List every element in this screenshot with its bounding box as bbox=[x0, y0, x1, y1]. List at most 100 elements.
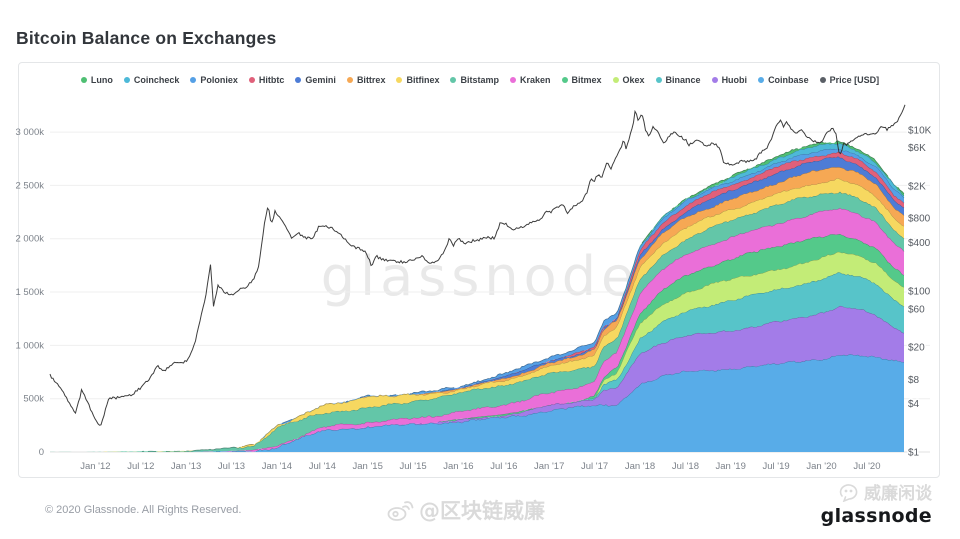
legend-label: Coincheck bbox=[133, 75, 180, 85]
svg-text:Jul '20: Jul '20 bbox=[853, 461, 880, 472]
legend-label: Bittrex bbox=[356, 75, 386, 85]
weibo-handle: @区块链威廉 bbox=[419, 499, 545, 523]
svg-text:$100: $100 bbox=[908, 286, 931, 297]
legend-dot-icon bbox=[612, 77, 619, 83]
legend-item-okex[interactable]: Okex bbox=[612, 75, 645, 85]
svg-text:Jul '19: Jul '19 bbox=[763, 461, 790, 472]
svg-text:Jul '12: Jul '12 bbox=[127, 461, 154, 472]
wechat-watermark: 威廉闲谈 bbox=[821, 479, 932, 504]
legend-label: Okex bbox=[622, 75, 645, 85]
svg-text:0: 0 bbox=[39, 447, 44, 458]
legend-label: Bitfinex bbox=[406, 75, 440, 85]
brand-block: 威廉闲谈 glassnode bbox=[821, 479, 932, 527]
legend-item-binance[interactable]: Binance bbox=[655, 75, 701, 85]
chart-legend: Luno Coincheck Poloniex Hitbtc Gemini Bittrex… bbox=[30, 75, 930, 85]
svg-text:1 500k: 1 500k bbox=[15, 287, 44, 298]
left-axis-labels: 0 500k 1 000k 1 500k 2 000k 2 500k 3 000k bbox=[15, 127, 44, 458]
svg-text:$60: $60 bbox=[908, 304, 925, 315]
price-line bbox=[49, 104, 906, 426]
area-binance bbox=[50, 272, 904, 452]
legend-label: Bitmex bbox=[571, 75, 602, 85]
legend-item-bitfinex[interactable]: Bitfinex bbox=[396, 75, 439, 85]
svg-text:2 000k: 2 000k bbox=[15, 234, 44, 245]
legend-item-coincheck[interactable]: Coincheck bbox=[123, 75, 180, 85]
legend-item-hitbtc[interactable]: Hitbtc bbox=[248, 75, 285, 85]
legend-dot-icon bbox=[655, 77, 662, 83]
legend-label: Binance bbox=[665, 75, 701, 85]
svg-text:Jul '16: Jul '16 bbox=[490, 461, 517, 472]
legend-item-bitstamp[interactable]: Bitstamp bbox=[450, 75, 499, 85]
svg-text:$6K: $6K bbox=[908, 143, 926, 154]
svg-text:Jul '14: Jul '14 bbox=[309, 461, 336, 472]
svg-text:1 000k: 1 000k bbox=[15, 340, 44, 351]
legend-dot-icon bbox=[758, 77, 765, 83]
legend-dot-icon bbox=[80, 77, 87, 83]
svg-text:Jan '16: Jan '16 bbox=[443, 461, 473, 472]
legend-dot-icon bbox=[396, 77, 403, 83]
legend-label: Hitbtc bbox=[258, 75, 285, 85]
area-okex bbox=[50, 251, 904, 452]
legend-dot-icon bbox=[819, 77, 826, 83]
page-title: Bitcoin Balance on Exchanges bbox=[16, 27, 277, 48]
glassnode-logo: glassnode bbox=[820, 505, 932, 527]
legend-item-huobi[interactable]: Huobi bbox=[711, 75, 748, 85]
svg-text:Jan '14: Jan '14 bbox=[262, 461, 292, 472]
legend-item-luno[interactable]: Luno bbox=[80, 75, 113, 85]
svg-text:$1: $1 bbox=[908, 448, 920, 459]
legend-label: Luno bbox=[90, 75, 113, 85]
svg-text:Jul '13: Jul '13 bbox=[218, 461, 245, 472]
legend-item-poloniex[interactable]: Poloniex bbox=[190, 75, 238, 85]
svg-text:Jan '15: Jan '15 bbox=[353, 461, 383, 472]
svg-text:2 500k: 2 500k bbox=[15, 180, 44, 191]
svg-text:$400: $400 bbox=[908, 238, 931, 249]
svg-text:$4: $4 bbox=[908, 399, 920, 410]
svg-text:3 000k: 3 000k bbox=[15, 127, 44, 138]
legend-item-bittrex[interactable]: Bittrex bbox=[346, 75, 386, 85]
svg-text:500k: 500k bbox=[23, 394, 44, 405]
svg-text:Jul '18: Jul '18 bbox=[672, 461, 699, 472]
svg-text:Jul '17: Jul '17 bbox=[581, 461, 608, 472]
glassnode-watermark: glassnode bbox=[320, 245, 640, 308]
legend-dot-icon bbox=[123, 77, 130, 83]
legend-dot-icon bbox=[190, 77, 197, 83]
svg-text:$800: $800 bbox=[908, 214, 931, 225]
footer-copyright: © 2020 Glassnode. All Rights Reserved. bbox=[45, 504, 242, 516]
right-axis-labels: $1 $4 $8 $20 $60 $100 $400 $800 $2K $6K $10K bbox=[907, 124, 934, 460]
legend-item-kraken[interactable]: Kraken bbox=[509, 75, 551, 85]
legend-dot-icon bbox=[450, 77, 457, 83]
legend-label: Price [USD] bbox=[829, 75, 880, 85]
wechat-name: 威廉闲谈 bbox=[864, 484, 932, 504]
svg-text:Jul '15: Jul '15 bbox=[400, 461, 427, 472]
area-coinbase bbox=[50, 354, 904, 452]
svg-text:Jan '19: Jan '19 bbox=[716, 461, 746, 472]
svg-text:$2K: $2K bbox=[908, 182, 926, 193]
legend-dot-icon bbox=[346, 77, 353, 83]
area-kraken bbox=[50, 208, 904, 452]
legend-dot-icon bbox=[561, 77, 568, 83]
legend-item-coinbase[interactable]: Coinbase bbox=[758, 75, 809, 85]
legend-label: Huobi bbox=[721, 75, 748, 85]
legend-label: Gemini bbox=[305, 75, 336, 85]
weibo-icon bbox=[387, 501, 414, 521]
legend-dot-icon bbox=[295, 77, 302, 83]
svg-text:$8: $8 bbox=[908, 375, 920, 386]
legend-item-price-usd-[interactable]: Price [USD] bbox=[819, 75, 880, 85]
area-bitstamp bbox=[50, 191, 904, 452]
legend-item-bitmex[interactable]: Bitmex bbox=[561, 75, 602, 85]
svg-text:Jan '18: Jan '18 bbox=[625, 461, 655, 472]
legend-dot-icon bbox=[248, 77, 255, 83]
svg-text:Jan '13: Jan '13 bbox=[171, 461, 201, 472]
legend-dot-icon bbox=[711, 77, 718, 83]
svg-text:Jan '17: Jan '17 bbox=[534, 461, 564, 472]
svg-text:Jan '20: Jan '20 bbox=[806, 461, 836, 472]
stacked-areas bbox=[50, 140, 905, 453]
svg-text:$20: $20 bbox=[908, 343, 925, 354]
svg-text:Jan '12: Jan '12 bbox=[80, 461, 110, 472]
legend-item-gemini[interactable]: Gemini bbox=[295, 75, 336, 85]
area-bitmex bbox=[50, 234, 904, 452]
x-axis-labels: Jan '12 Jul '12 Jan '13 Jul '13 Jan '14 Jul '… bbox=[80, 461, 880, 472]
chat-bubble-icon bbox=[839, 483, 858, 502]
area-huobi bbox=[50, 305, 904, 452]
